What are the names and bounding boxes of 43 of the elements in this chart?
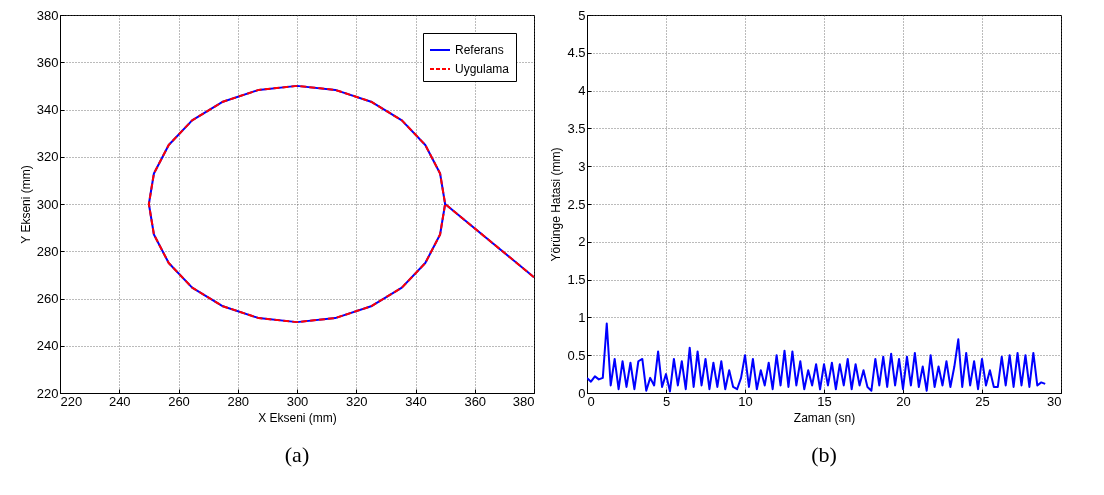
y-tick-label: 1.5 — [567, 272, 586, 288]
text: (b) — [811, 442, 837, 467]
y-tick-label: 2.5 — [567, 196, 586, 212]
y-tick-label: 280 — [36, 243, 59, 259]
y-tick-label: 380 — [36, 7, 59, 23]
x-tick-label: 5 — [662, 393, 671, 409]
x-tick-label: 360 — [464, 393, 487, 409]
x-tick-label: 10 — [738, 393, 753, 409]
line-series — [587, 322, 1047, 393]
y-tick-label: 340 — [36, 102, 59, 117]
x-axis-title: Zaman (sn) — [793, 410, 856, 425]
x-tick-label: 380 — [512, 393, 535, 409]
x-tick-label: 30 — [1047, 393, 1062, 409]
y-tick-label: 3.5 — [567, 120, 586, 136]
y-tick-label: 300 — [36, 196, 59, 212]
x-axis-title: X Ekseni (mm) — [258, 410, 337, 425]
text: (a) — [284, 442, 310, 467]
x-tick-label: 20 — [896, 393, 911, 409]
line-series — [147, 84, 534, 324]
legend-label: Uygulama — [455, 62, 510, 76]
y-tick-label: 5 — [578, 7, 586, 23]
y-axis-title: Yörünge Hatasi (mm) — [549, 147, 564, 262]
y-tick-label: 3 — [578, 158, 586, 174]
y-tick-label: 4.5 — [567, 45, 586, 61]
y-axis-title: Y Ekseni (mm) — [18, 165, 33, 244]
y-tick-label: 260 — [36, 291, 59, 306]
x-tick-label: 260 — [168, 393, 190, 409]
x-tick-label: 340 — [405, 393, 427, 409]
x-tick-label: 220 — [60, 393, 83, 409]
x-tick-label: 320 — [345, 393, 368, 409]
x-tick-label: 280 — [227, 393, 250, 409]
y-tick-label: 320 — [36, 149, 59, 165]
legend-label: Referans — [455, 43, 504, 57]
y-tick-label: 360 — [36, 54, 59, 70]
x-tick-label: 25 — [975, 393, 990, 409]
x-tick-label: 240 — [108, 393, 131, 409]
y-tick-label: 4 — [578, 83, 586, 99]
x-tick-label: 300 — [286, 393, 309, 409]
y-tick-label: 0.5 — [567, 347, 586, 363]
x-tick-label: 15 — [817, 393, 832, 409]
y-tick-label: 1 — [578, 309, 586, 325]
y-tick-label: 240 — [36, 338, 59, 354]
y-tick-label: 2 — [578, 234, 586, 250]
